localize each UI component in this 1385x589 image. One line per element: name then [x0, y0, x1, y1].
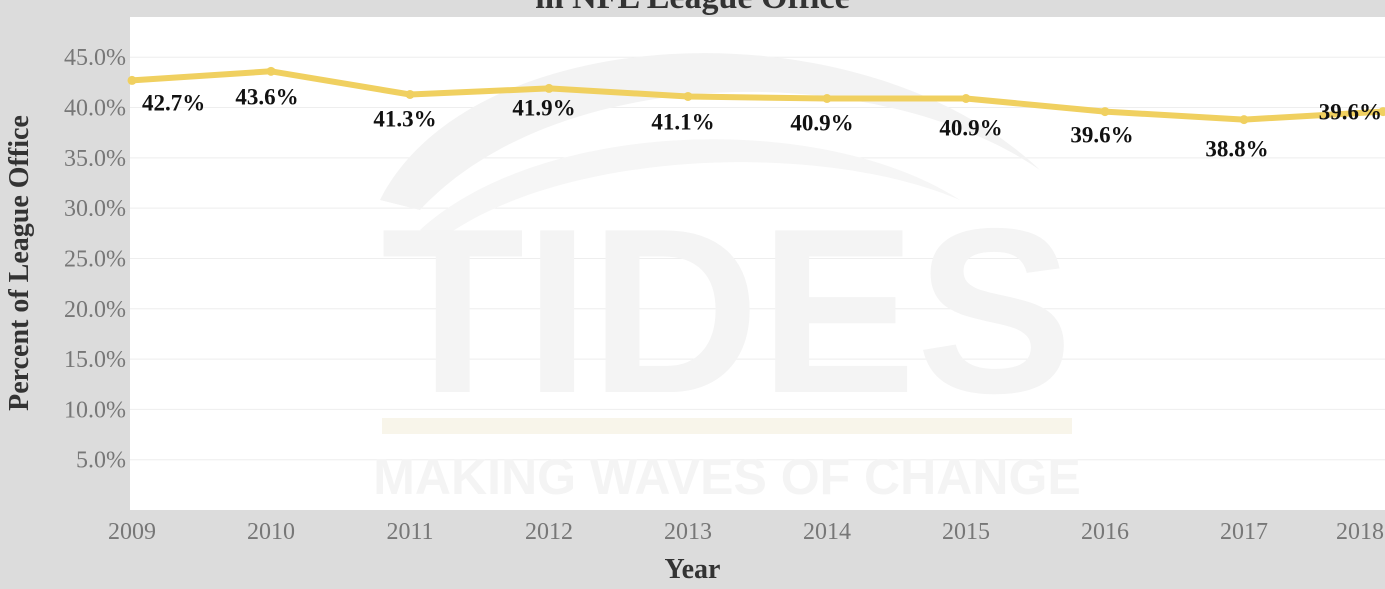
data-label: 39.6%	[1319, 100, 1382, 125]
data-point	[822, 93, 832, 103]
x-tick-label: 2015	[942, 519, 990, 545]
data-label: 43.6%	[235, 84, 298, 109]
x-tick-label: 2017	[1220, 519, 1268, 545]
y-tick-label: 20.0%	[64, 297, 126, 323]
data-label: 39.6%	[1070, 123, 1133, 148]
data-label: 41.3%	[373, 106, 436, 131]
data-point	[1100, 107, 1110, 117]
series-layer	[127, 66, 1385, 125]
data-point	[266, 66, 276, 76]
y-tick-label: 45.0%	[64, 45, 126, 71]
y-axis-ticks: 5.0% 10.0% 15.0% 20.0% 25.0% 30.0% 35.0% 40.0% 4…	[64, 45, 126, 473]
watermark-divider	[382, 418, 1072, 434]
chart-title: in NFL League Office	[0, 0, 1385, 16]
y-axis-title: Percent of League Office	[4, 115, 35, 411]
x-axis-ticks: 2009 2010 2011 2012 2013 2014 2015 2016 2017 2018	[108, 519, 1384, 545]
data-point	[683, 91, 693, 101]
watermark-word: TIDES	[381, 179, 1073, 442]
x-tick-label: 2009	[108, 519, 156, 545]
y-tick-label: 15.0%	[64, 347, 126, 373]
data-label: 38.8%	[1205, 137, 1268, 162]
x-axis-title: Year	[664, 554, 721, 585]
y-tick-label: 10.0%	[64, 397, 126, 423]
y-tick-label: 30.0%	[64, 196, 126, 222]
data-point	[1378, 107, 1385, 117]
x-tick-label: 2018	[1336, 519, 1384, 545]
watermark-wave	[380, 53, 1040, 210]
y-tick-label: 35.0%	[64, 146, 126, 172]
data-point	[544, 83, 554, 93]
data-labels: 42.7% 43.6% 41.3% 41.9% 41.1% 40.9% 40.9% 39.6%…	[142, 84, 1382, 161]
y-tick-label: 25.0%	[64, 246, 126, 272]
x-tick-label: 2011	[386, 519, 433, 545]
data-label: 40.9%	[790, 110, 853, 135]
series-line	[129, 68, 1385, 123]
y-tick-label: 40.0%	[64, 96, 126, 122]
data-point	[1239, 115, 1249, 125]
data-label: 41.1%	[651, 109, 714, 134]
data-point	[961, 93, 971, 103]
watermark-tagline: MAKING WAVES OF CHANGE	[373, 449, 1080, 505]
x-tick-label: 2013	[664, 519, 712, 545]
y-tick-label: 5.0%	[76, 448, 126, 474]
x-tick-label: 2012	[525, 519, 573, 545]
tides-watermark: TIDES MAKING WAVES OF CHANGE	[373, 53, 1081, 505]
watermark-wave-inner	[420, 139, 960, 240]
x-tick-label: 2016	[1081, 519, 1129, 545]
x-tick-label: 2014	[803, 519, 851, 545]
data-label: 41.9%	[512, 95, 575, 120]
data-point	[127, 75, 137, 85]
x-tick-label: 2010	[247, 519, 295, 545]
data-point	[405, 89, 415, 99]
data-label: 42.7%	[142, 90, 205, 115]
data-label: 40.9%	[939, 115, 1002, 140]
